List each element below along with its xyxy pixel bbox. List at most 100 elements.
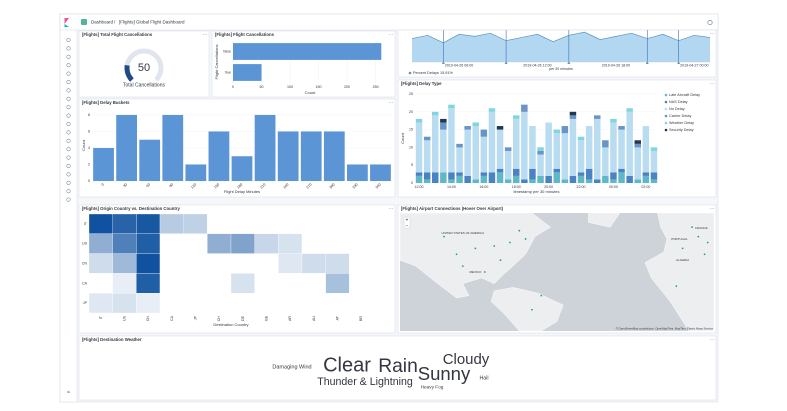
heat-cell <box>325 273 350 294</box>
x-tick-label: 30 <box>122 183 128 189</box>
annotation-marker <box>645 61 649 64</box>
bar-segment <box>480 172 488 176</box>
nav-icon <box>66 155 71 160</box>
panel-menu[interactable]: ⋯ <box>710 337 714 342</box>
nav-icon <box>66 130 71 135</box>
heat-cell <box>183 213 208 234</box>
bar-segment <box>634 143 641 148</box>
kibana-logo[interactable] <box>64 18 70 24</box>
heat-cell <box>254 273 279 294</box>
x-tick-label: BR <box>359 316 363 321</box>
heat-cell <box>230 253 255 274</box>
bar-segment <box>537 154 544 176</box>
x-tick-label: 2019-04-26 06:00 <box>445 63 473 67</box>
airport <box>691 226 693 229</box>
panel-menu[interactable]: ⋯ <box>710 206 714 211</box>
heat-cell <box>349 293 374 314</box>
x-tick-label: IT <box>99 315 103 319</box>
x-tick-label: 2019-04-26 18:00 <box>602 63 630 67</box>
heat-cell <box>207 253 232 274</box>
zoom-in[interactable]: + <box>406 217 409 223</box>
panel-menu[interactable]: ⋯ <box>389 206 393 211</box>
bar <box>231 156 253 181</box>
panel-menu[interactable]: ⋯ <box>389 100 393 105</box>
help-icon[interactable] <box>707 19 713 25</box>
bar-segment <box>537 150 544 155</box>
collapse-nav[interactable]: « <box>67 389 70 395</box>
bar-segment <box>504 147 512 151</box>
gauge-label: Total Cancellations <box>123 82 165 88</box>
breadcrumb[interactable]: Dashboard <box>91 20 114 25</box>
zoom-out[interactable]: − <box>406 223 409 229</box>
bar-segment <box>594 115 601 119</box>
heat-cell <box>159 253 184 274</box>
y-tick-label: true <box>225 70 231 74</box>
y-tick-label: 4 <box>88 146 90 150</box>
panel-menu[interactable]: ⋯ <box>389 32 393 37</box>
nav-icons <box>66 37 71 202</box>
space-avatar[interactable] <box>81 19 87 25</box>
bar-segment <box>650 147 658 151</box>
word: Sunny <box>418 363 471 384</box>
y-tick-label: 15 <box>409 128 413 132</box>
x-tick-label: 18:00 <box>512 185 521 189</box>
legend-swatch <box>408 71 412 75</box>
heat-cell <box>325 293 350 314</box>
airport <box>474 247 477 250</box>
airport <box>493 245 496 247</box>
bar-segment <box>569 175 577 183</box>
zoom-control[interactable] <box>403 216 411 229</box>
bar-segment <box>472 126 479 180</box>
airport <box>524 238 527 240</box>
bar-segment <box>504 150 512 180</box>
x-tick-label: 150 <box>316 85 322 89</box>
annotation-marker <box>677 61 681 64</box>
panel-menu[interactable]: ⋯ <box>710 81 714 86</box>
heat-cell <box>112 213 137 234</box>
heat-cell <box>325 253 350 274</box>
y-tick-label: CA <box>82 281 88 285</box>
bar-segment <box>537 175 544 183</box>
x-tick-label: 300 <box>329 183 336 190</box>
land-europe-africa <box>644 212 715 332</box>
legend-swatch <box>664 128 668 132</box>
bar-segment <box>585 179 593 183</box>
heat-cell <box>112 253 137 274</box>
bar-segment <box>610 118 617 123</box>
x-tick-label: US <box>122 315 126 321</box>
kibana-logo-part <box>64 24 69 27</box>
heat-cell <box>254 253 279 274</box>
bar-segment <box>650 179 658 183</box>
bar-segment <box>448 172 455 180</box>
bar <box>233 64 262 81</box>
map-label: MEXICO <box>469 270 482 274</box>
bar <box>370 164 391 181</box>
panel-menu[interactable]: ⋯ <box>203 32 207 37</box>
word: Hail <box>479 375 488 381</box>
bar-segment <box>529 126 536 169</box>
bar-segment <box>650 150 658 173</box>
bar-segment <box>432 111 439 116</box>
bar-segment <box>440 172 447 183</box>
panel-title: [Flights] Destination Weather <box>82 337 142 342</box>
bar-segment <box>537 147 544 151</box>
bar-segment <box>504 179 512 183</box>
bar-segment <box>642 175 650 183</box>
heat-cell <box>254 233 279 254</box>
x-tick-label: AT <box>335 315 339 320</box>
y-tick-label: 8 <box>88 113 90 117</box>
heat-cell <box>207 273 232 294</box>
bar-segment <box>448 104 455 109</box>
heat-cell <box>136 233 161 254</box>
heat-cell <box>136 273 161 294</box>
panel-menu[interactable]: ⋯ <box>710 31 714 36</box>
x-axis-label: Destination Country <box>213 322 248 327</box>
panel-title: [Flights] Flight Cancellations <box>215 32 275 37</box>
nav-icon <box>66 63 71 68</box>
airport <box>697 235 700 238</box>
heat-cell <box>230 233 255 254</box>
map-attribution: © OpenStreetMap contributors, OpenMapTil… <box>616 327 714 331</box>
x-tick-label: DE <box>241 315 245 321</box>
panel-title: [Flights] Airport Connections (Hover Ove… <box>401 206 504 211</box>
airport <box>483 271 486 273</box>
